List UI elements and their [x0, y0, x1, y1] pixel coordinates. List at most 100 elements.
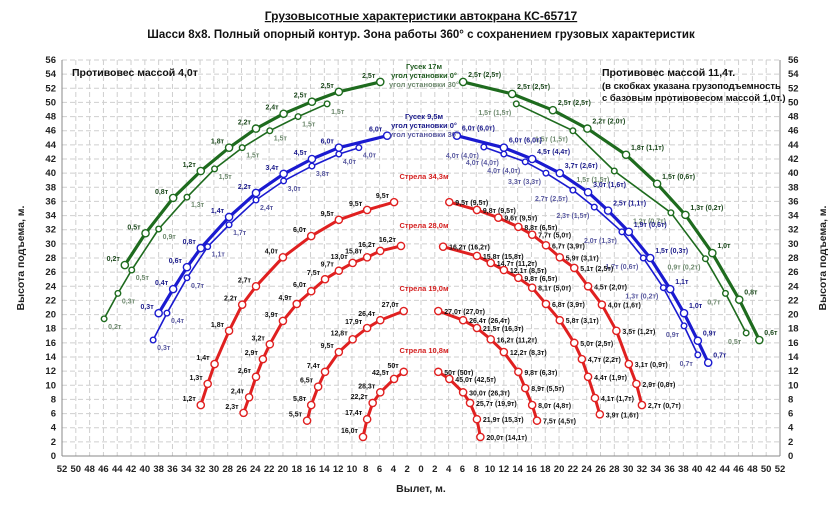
- y-tick-label-right: 30: [788, 239, 799, 250]
- y-tick-label-left: 56: [45, 55, 56, 66]
- series-right-14: 27,0т (27,0т) 26,4т (26,4т)21,5т (16,3т) 1…: [433, 306, 576, 426]
- data-label: 2,5т: [294, 93, 308, 100]
- series-line: [152, 146, 360, 341]
- data-point: [652, 179, 662, 189]
- data-point: [486, 258, 496, 268]
- data-point: [251, 124, 261, 133]
- y-tick-label-right: 36: [788, 196, 799, 207]
- x-tick-label: 42: [706, 464, 717, 475]
- data-point: [224, 212, 234, 222]
- data-point: [149, 336, 157, 344]
- data-label: 1,8т: [211, 322, 225, 329]
- data-label: 9,6т (9,5т): [504, 216, 537, 223]
- data-label: 27,0т (27,0т): [444, 309, 485, 316]
- right-note-line-2: (в скобках указана грузоподъемность: [602, 81, 781, 92]
- series-right-12: 9,5т (9,5т)9,8т (9,5т)9,6т (9,5т) 8,8т (6…: [445, 197, 681, 410]
- data-point: [667, 209, 675, 217]
- data-point: [583, 372, 593, 382]
- data-label: 1,5т: [274, 136, 288, 143]
- data-label: 4,1т (1,7т): [601, 396, 634, 403]
- y-tick-label-right: 18: [788, 324, 799, 335]
- data-point: [458, 77, 468, 87]
- data-point: [527, 230, 537, 239]
- y-tick-label-left: 4: [51, 423, 57, 434]
- curve-caption: Стрела 10,8м: [399, 346, 448, 355]
- data-point: [114, 289, 122, 297]
- data-point: [348, 335, 357, 344]
- data-point: [514, 222, 523, 232]
- series-line: [242, 244, 402, 414]
- data-point: [279, 109, 288, 119]
- data-label: 2,7т (0,7т): [648, 403, 681, 410]
- data-label: 4,5т (4,4т): [537, 149, 570, 156]
- data-label: 1,2т: [183, 162, 197, 169]
- data-label: 12,1т (8,5т): [510, 268, 547, 275]
- data-point: [679, 308, 689, 318]
- data-point: [499, 265, 509, 275]
- data-label: 1,5т (1,5т): [576, 177, 609, 184]
- data-label: 3,7т (2,6т): [565, 163, 598, 170]
- data-point: [168, 284, 178, 294]
- data-point: [362, 205, 372, 215]
- data-label: 2,7т (2,5т): [535, 196, 568, 203]
- x-tick-label: 2: [432, 464, 437, 475]
- data-point: [266, 127, 274, 135]
- data-label: 1,7т: [233, 230, 247, 237]
- data-point: [100, 315, 108, 323]
- data-label: 4,0т (4,0т): [487, 168, 520, 175]
- x-tick-label: 18: [291, 464, 302, 475]
- y-axis-title-right: Высота подъема, м.: [817, 205, 829, 310]
- data-label: 1,2т (0,7т): [633, 219, 666, 226]
- data-label: 4,5т (2,0т): [594, 284, 627, 291]
- data-label: 6,8т (3,9т): [552, 302, 585, 309]
- x-tick-label: 10: [347, 464, 358, 475]
- data-point: [196, 243, 206, 253]
- y-tick-label-left: 34: [45, 211, 56, 222]
- data-point: [569, 127, 577, 135]
- data-point: [624, 227, 634, 237]
- data-point: [433, 367, 443, 377]
- data-point: [445, 197, 454, 207]
- curve-caption: Стрела 34,3м: [399, 172, 448, 181]
- x-tick-label: 16: [526, 464, 537, 475]
- data-point: [128, 266, 136, 274]
- x-tick-label: 48: [747, 464, 758, 475]
- data-point: [306, 286, 316, 296]
- data-label: 9,7т: [321, 262, 335, 269]
- data-point: [703, 358, 713, 367]
- data-point: [323, 100, 331, 108]
- data-label: 4,5т: [294, 150, 308, 157]
- data-label: 8,9т (5,5т): [531, 386, 564, 393]
- x-tick-label: 36: [664, 464, 675, 475]
- data-label: 0,7т: [680, 361, 694, 368]
- data-point: [590, 393, 600, 403]
- x-tick-label: 42: [126, 464, 137, 475]
- x-tick-label: 4: [391, 464, 397, 475]
- data-label: 1,5т (1,5т): [478, 110, 511, 117]
- chart-subtitle: Шасси 8х8. Полный опорный контур. Зона р…: [147, 29, 695, 41]
- data-label: 3,2т: [252, 335, 266, 342]
- data-label: 25,7т (19,9т): [476, 401, 517, 408]
- data-label: 16,2т: [358, 242, 376, 249]
- x-tick-label: 6: [460, 464, 465, 475]
- data-point: [486, 335, 496, 344]
- y-tick-label-left: 36: [45, 196, 56, 207]
- x-tick-label: 28: [609, 464, 620, 475]
- data-point: [458, 315, 468, 325]
- x-tick-label: 24: [250, 464, 261, 475]
- y-tick-label-left: 0: [51, 451, 56, 462]
- data-label: 6,0т: [321, 139, 335, 146]
- data-point: [494, 213, 503, 222]
- data-label: 5,8т: [293, 396, 307, 403]
- data-label: 2,5т (2,5т): [468, 72, 501, 79]
- data-point: [472, 414, 482, 424]
- data-point: [225, 221, 233, 229]
- x-tick-label: 0: [418, 464, 423, 475]
- data-point: [335, 150, 343, 158]
- data-label: 2,2т: [238, 184, 252, 191]
- data-point: [368, 398, 377, 408]
- data-point: [527, 400, 537, 410]
- data-point: [224, 143, 234, 152]
- x-tick-label: 16: [305, 464, 316, 475]
